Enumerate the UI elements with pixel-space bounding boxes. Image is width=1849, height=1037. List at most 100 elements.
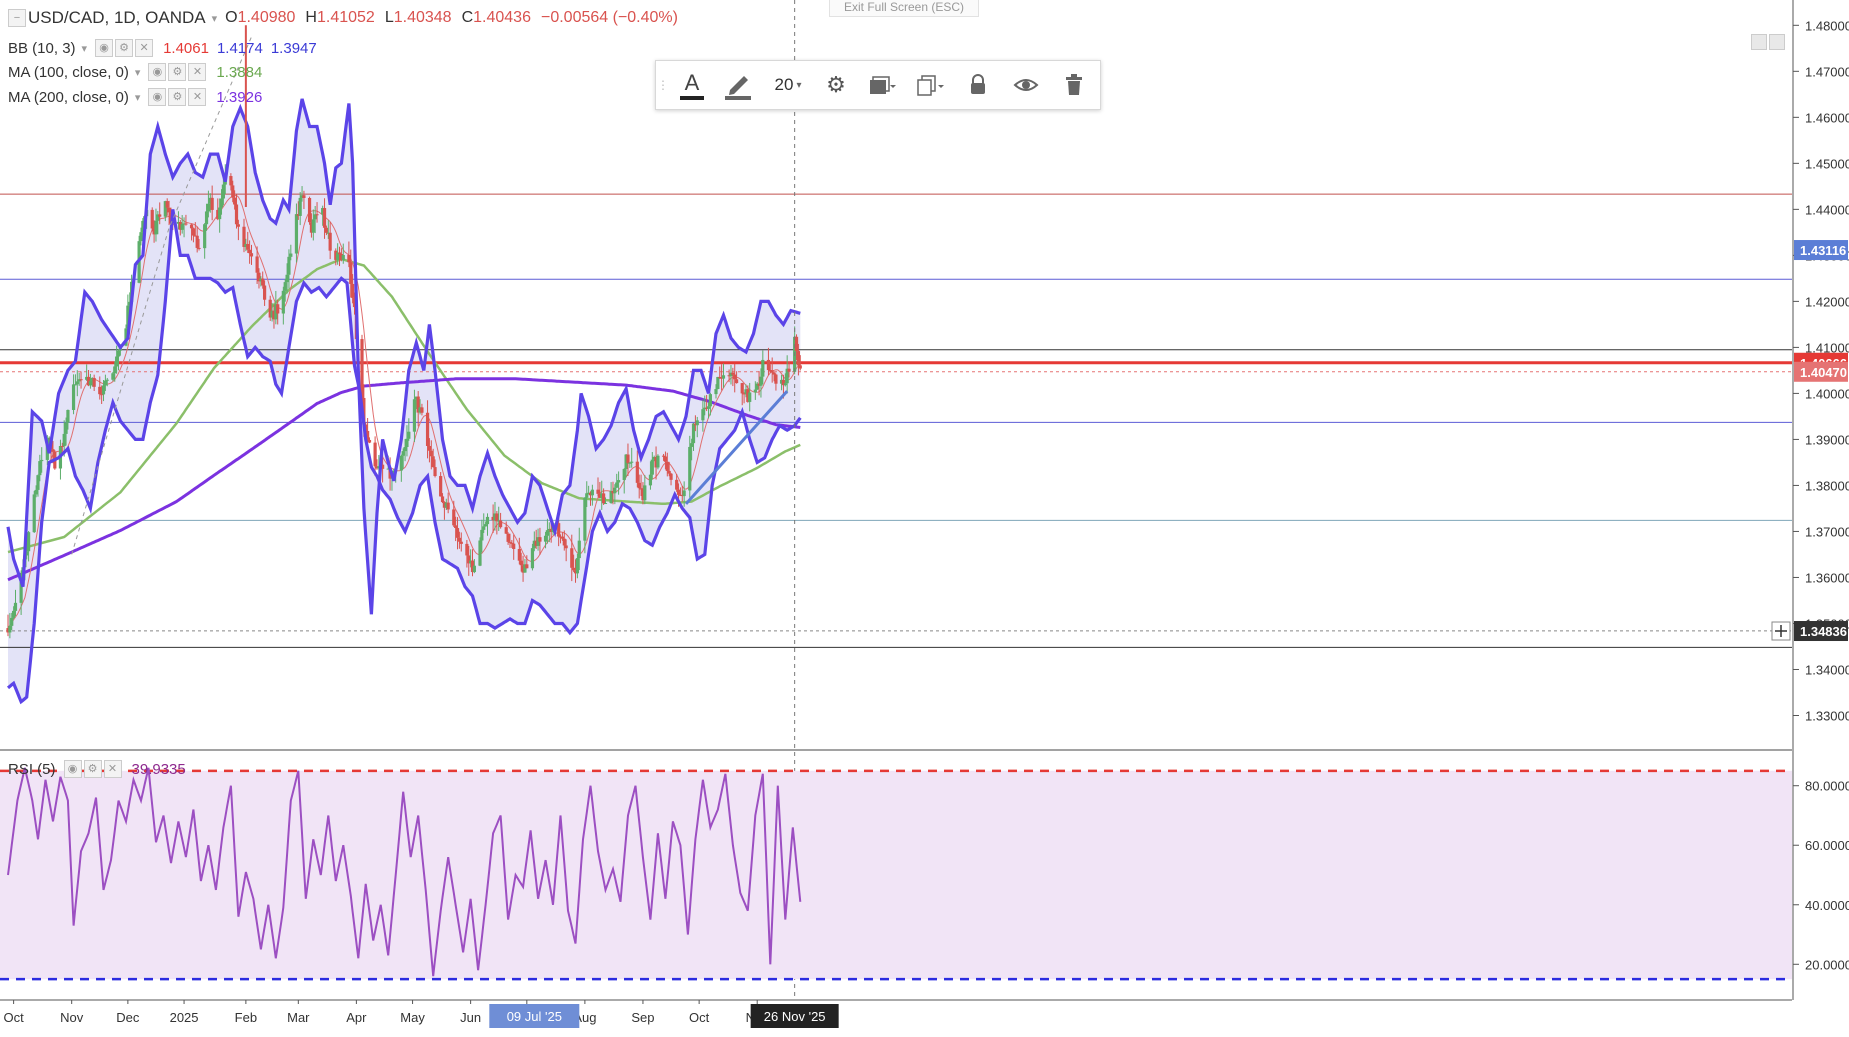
candle-body xyxy=(637,482,641,489)
candle-body xyxy=(324,227,329,233)
candle-body xyxy=(661,455,666,457)
candle-body xyxy=(307,197,312,223)
candle-body xyxy=(562,538,566,546)
candle-body xyxy=(549,528,553,533)
maximize-icon[interactable] xyxy=(1751,34,1767,50)
candle-body xyxy=(742,393,746,395)
candle-body xyxy=(296,214,300,216)
svg-text:A: A xyxy=(685,70,700,95)
ma200-legend-row[interactable]: MA (200, close, 0) ▾ ◉ ⚙ ✕ 1.3926 xyxy=(8,88,262,106)
candle-body xyxy=(210,197,214,210)
candle-body xyxy=(178,221,182,230)
eye-icon[interactable]: ◉ xyxy=(148,63,167,81)
candle-body xyxy=(678,494,683,496)
gear-icon[interactable]: ⚙ xyxy=(115,39,134,57)
candle-body xyxy=(761,359,765,377)
price-tick-label: 1.48000 xyxy=(1805,18,1849,33)
candle-body xyxy=(525,564,529,569)
font-size-select[interactable]: 20 ▾ xyxy=(762,61,814,109)
ma100-legend-row[interactable]: MA (100, close, 0) ▾ ◉ ⚙ ✕ 1.3884 xyxy=(8,63,262,81)
candle-body xyxy=(366,430,370,440)
bb-label: BB (10, 3) xyxy=(8,39,76,57)
candle-body xyxy=(113,366,117,374)
candle-body xyxy=(351,283,355,298)
candle-body xyxy=(733,374,737,380)
settings-button[interactable]: ⚙ xyxy=(814,61,858,109)
candle-body xyxy=(439,476,443,497)
candle-body xyxy=(729,372,733,377)
text-color-button[interactable]: A xyxy=(670,61,714,109)
visual-order-button[interactable] xyxy=(858,61,906,109)
gear-icon[interactable]: ⚙ xyxy=(168,63,187,81)
delete-button[interactable] xyxy=(1050,61,1098,109)
candles-group xyxy=(6,164,802,639)
candle-body xyxy=(349,262,353,284)
candle-body xyxy=(62,433,66,447)
exit-fullscreen-hint[interactable]: Exit Full Screen (ESC) xyxy=(829,0,979,17)
candle-body xyxy=(141,220,145,233)
candle-body xyxy=(203,224,207,249)
candle-body xyxy=(98,386,102,395)
candle-body xyxy=(425,412,430,446)
candle-body xyxy=(322,208,327,228)
candle-body xyxy=(688,446,692,491)
chevron-down-icon[interactable]: ▾ xyxy=(211,12,218,25)
price-label-box xyxy=(1794,361,1848,382)
symbol-title: USD/CAD, 1D, OANDA xyxy=(28,8,206,27)
candle-body xyxy=(615,482,619,488)
candle-body xyxy=(455,528,460,538)
candle-body xyxy=(691,423,696,444)
candle-body xyxy=(139,232,143,242)
chevron-down-icon[interactable]: ▾ xyxy=(81,42,88,55)
candle-body xyxy=(294,214,299,254)
chevron-down-icon[interactable]: ▾ xyxy=(134,66,141,79)
collapse-icon[interactable]: − xyxy=(8,9,26,27)
candle-body xyxy=(66,409,70,423)
candle-body xyxy=(564,545,568,549)
candle-body xyxy=(184,223,188,225)
hide-button[interactable] xyxy=(1002,61,1050,109)
eye-icon[interactable]: ◉ xyxy=(63,760,82,778)
price-label-box xyxy=(1794,621,1848,642)
candle-body xyxy=(88,380,93,386)
rsi-legend-row[interactable]: RSI (5) ◉ ⚙ ✕ 39.9335 xyxy=(8,760,186,778)
gear-icon[interactable]: ⚙ xyxy=(168,88,187,106)
candle-body xyxy=(126,305,130,329)
candle-body xyxy=(287,256,291,275)
candle-body xyxy=(746,389,750,402)
candle-body xyxy=(609,490,613,504)
line-color-button[interactable] xyxy=(714,61,762,109)
candle-body xyxy=(714,389,718,395)
bb-legend-row[interactable]: BB (10, 3) ▾ ◉ ⚙ ✕ 1.4061 1.4174 1.3947 xyxy=(8,39,317,57)
candle-body xyxy=(375,466,379,469)
candle-body xyxy=(643,485,647,501)
candle-body xyxy=(328,232,332,251)
candle-body xyxy=(506,533,510,542)
symbol-row: − USD/CAD, 1D, OANDA ▾ O 1.40980 H 1.41052… xyxy=(8,8,678,28)
lock-button[interactable] xyxy=(954,61,1002,109)
rsi-tick-label: 60.0000 xyxy=(1805,838,1849,853)
restore-icon[interactable] xyxy=(1769,34,1785,50)
drag-handle-icon[interactable]: ⋮ xyxy=(657,78,669,92)
chevron-down-icon[interactable]: ▾ xyxy=(134,91,141,104)
close-icon[interactable]: ✕ xyxy=(188,63,207,81)
price-tick-label: 1.46000 xyxy=(1805,110,1849,125)
crosshair-date-label-1: 09 Jul '25 xyxy=(507,1009,562,1024)
candle-body xyxy=(590,489,594,496)
gear-icon[interactable]: ⚙ xyxy=(83,760,102,778)
candle-body xyxy=(652,456,656,460)
candle-body xyxy=(47,437,51,442)
candle-body xyxy=(521,565,525,573)
close-icon[interactable]: ✕ xyxy=(188,88,207,106)
candle-body xyxy=(753,389,757,393)
clone-button[interactable] xyxy=(906,61,954,109)
candle-body xyxy=(191,228,196,236)
close-icon[interactable]: ✕ xyxy=(103,760,122,778)
ma200-line xyxy=(7,377,801,582)
close-icon[interactable]: ✕ xyxy=(135,39,154,57)
eye-icon[interactable]: ◉ xyxy=(95,39,114,57)
eye-icon[interactable]: ◉ xyxy=(148,88,167,106)
candle-body xyxy=(34,489,38,495)
candle-body xyxy=(334,250,338,260)
